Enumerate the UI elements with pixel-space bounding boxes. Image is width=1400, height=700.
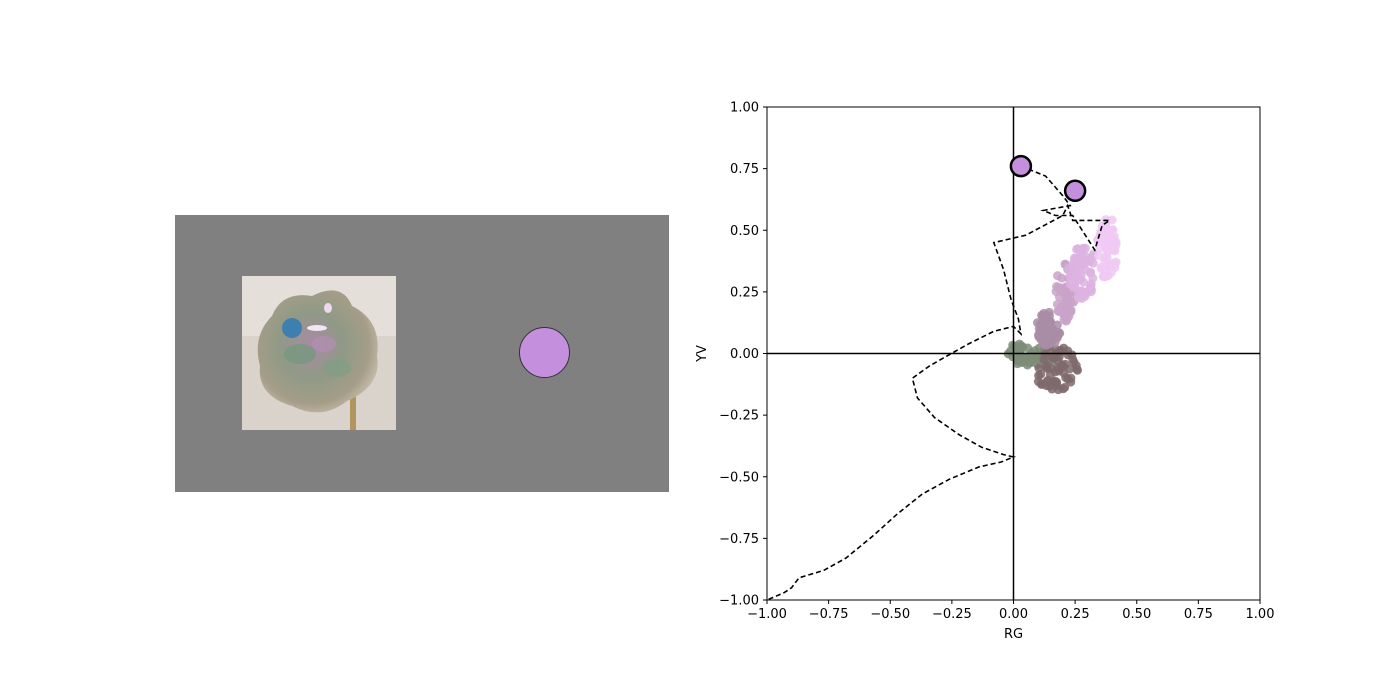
cloud-point: [1033, 377, 1043, 387]
cloud-point: [1060, 359, 1070, 369]
y-tick-label: −0.75: [719, 532, 759, 547]
x-axis-label: RG: [1004, 627, 1023, 642]
y-axis-label: YV: [695, 345, 710, 363]
cloud-point: [1102, 242, 1112, 252]
y-tick-label: 0.50: [730, 224, 759, 239]
x-tick-label: 0.50: [1122, 607, 1151, 622]
pixel-cloud: [1003, 214, 1121, 395]
x-tick-label: −0.50: [870, 607, 910, 622]
cloud-point: [1098, 272, 1108, 282]
x-axis-ticks: −1.00 −0.75 −0.50 −0.25 0.00 0.25 0.50 0.75 1.00: [747, 600, 1274, 622]
cloud-point: [1021, 354, 1031, 364]
probe-dot: [282, 318, 302, 338]
x-tick-label: −1.00: [747, 607, 787, 622]
cloud-point: [1036, 369, 1046, 379]
y-tick-label: −0.25: [719, 409, 759, 424]
cloud-point: [1085, 283, 1095, 293]
cloud-point: [1053, 271, 1063, 281]
cloud-point: [1078, 243, 1088, 253]
cloud-point: [1051, 287, 1061, 297]
cloud-point: [1052, 320, 1062, 330]
y-tick-label: −1.00: [719, 594, 759, 609]
highlight-points-layer: [1009, 154, 1087, 203]
dashed-path-layer: [766, 165, 1113, 601]
cloud-point: [1104, 226, 1114, 236]
y-tick-label: 1.00: [730, 101, 759, 116]
x-tick-label: −0.75: [809, 607, 849, 622]
cloud-point: [1054, 306, 1064, 316]
cloud-point: [1063, 313, 1073, 323]
cloud-point: [1018, 342, 1028, 352]
cloud-point: [1058, 384, 1068, 394]
match-color-disc[interactable]: [519, 327, 570, 378]
y-axis-ticks: −1.00 −0.75 −0.50 −0.25 0.00 0.25 0.50 0.75 1.00: [719, 101, 767, 609]
cloud-point: [1066, 373, 1076, 383]
x-tick-label: 1.00: [1246, 607, 1275, 622]
cloud-point: [1039, 355, 1049, 365]
cloud-point: [1068, 354, 1078, 364]
cloud-point: [1070, 277, 1080, 287]
trajectory-line: [766, 165, 1113, 601]
cloud-point: [1046, 337, 1056, 347]
cloud-point: [1043, 316, 1053, 326]
color-chart: −1.00 −0.75 −0.50 −0.25 0.00 0.25 0.50 0.75 1.00…: [695, 101, 1274, 643]
cloud-point: [1094, 251, 1104, 261]
zero-axis-lines: [767, 107, 1260, 600]
y-tick-label: 0.75: [730, 162, 759, 177]
cloud-point: [1068, 258, 1078, 268]
cloud-point: [1053, 356, 1063, 366]
cloud-point: [1086, 267, 1096, 277]
cloud-point: [1043, 364, 1053, 374]
stimulus-image: [242, 276, 396, 430]
x-tick-label: −0.25: [932, 607, 972, 622]
stimulus-panel: [175, 215, 669, 492]
cloud-point: [1052, 299, 1062, 309]
cloud-point: [1063, 296, 1073, 306]
cloud-point: [1072, 365, 1082, 375]
cloud-point: [1085, 256, 1095, 266]
cloud-point: [1008, 340, 1018, 350]
x-tick-label: 0.00: [999, 607, 1028, 622]
cloud-point: [1108, 261, 1118, 271]
cloud-point: [1075, 263, 1085, 273]
highlight-point: [1063, 179, 1087, 203]
x-tick-label: 0.25: [1061, 607, 1090, 622]
cloud-point: [1079, 277, 1089, 287]
y-tick-label: 0.00: [730, 347, 759, 362]
y-tick-label: −0.50: [719, 470, 759, 485]
cloud-point: [1045, 326, 1055, 336]
x-tick-label: 0.75: [1184, 607, 1213, 622]
y-tick-label: 0.25: [730, 285, 759, 300]
cloud-point: [1109, 243, 1119, 253]
cloud-point: [1055, 347, 1065, 357]
highlight-point: [1009, 154, 1033, 178]
cloud-point: [1063, 305, 1073, 315]
cloud-point: [1080, 291, 1090, 301]
cloud-point: [1041, 381, 1051, 391]
